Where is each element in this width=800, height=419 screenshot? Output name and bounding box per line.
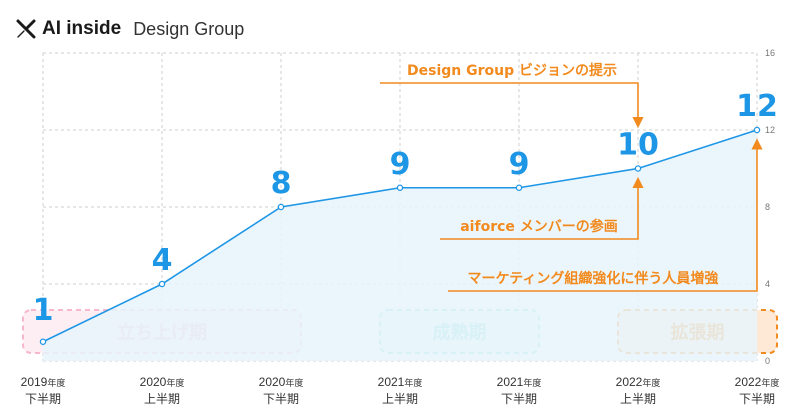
annotation-text: Design Group ビジョンの提示 bbox=[407, 63, 617, 79]
data-label: 9 bbox=[509, 147, 530, 182]
x-tick-half: 下半期 bbox=[501, 392, 537, 406]
x-tick-year: 2021年度 bbox=[378, 375, 423, 389]
y-tick-label: 16 bbox=[765, 48, 775, 58]
x-axis: 2019年度下半期2020年度上半期2020年度下半期2021年度上半期2021… bbox=[21, 375, 780, 406]
data-point bbox=[277, 203, 285, 211]
annotation-arrow bbox=[448, 138, 763, 292]
data-label: 8 bbox=[271, 166, 292, 201]
x-tick-year: 2022年度 bbox=[735, 375, 780, 389]
x-tick-year: 2020年度 bbox=[259, 375, 304, 389]
chart-value-labels: 1 4 8 9 9 10 12 bbox=[33, 89, 778, 328]
x-logo-icon bbox=[16, 19, 36, 39]
x-tick-year: 2020年度 bbox=[140, 375, 185, 389]
y-tick-label: 12 bbox=[765, 125, 775, 135]
data-point bbox=[515, 184, 523, 191]
chart-annotations: Design Group ビジョンの提示 aiforce メンバーの参画マーケティ… bbox=[380, 63, 763, 292]
x-tick-half: 下半期 bbox=[739, 392, 775, 406]
data-point bbox=[634, 165, 642, 172]
brand-subtitle: Design Group bbox=[133, 18, 245, 39]
x-tick-year: 2021年度 bbox=[497, 375, 542, 389]
y-axis: 0 4 8 12 16 bbox=[765, 48, 775, 366]
annotation-vision: Design Group ビジョンの提示 bbox=[380, 63, 644, 129]
x-tick-year: 2019年度 bbox=[21, 375, 66, 389]
data-point bbox=[396, 184, 404, 191]
x-tick-half: 上半期 bbox=[144, 392, 180, 406]
annotation-text: マーケティング組織強化に伴う人員増強 bbox=[468, 270, 719, 287]
y-tick-label: 8 bbox=[765, 202, 770, 212]
brand-company: AI inside bbox=[42, 18, 122, 39]
x-tick-half: 下半期 bbox=[25, 392, 61, 406]
series-area bbox=[43, 130, 757, 361]
data-point bbox=[39, 338, 47, 345]
data-point bbox=[158, 280, 166, 288]
x-tick-half: 上半期 bbox=[620, 392, 656, 406]
data-label: 10 bbox=[617, 128, 659, 163]
x-tick-year: 2022年度 bbox=[616, 375, 661, 389]
annotation-marketing: マーケティング組織強化に伴う人員増強 bbox=[448, 138, 763, 292]
data-point bbox=[753, 126, 761, 134]
data-label: 4 bbox=[152, 243, 173, 278]
y-tick-label: 4 bbox=[765, 279, 770, 289]
data-label: 1 bbox=[33, 293, 54, 328]
annotation-arrow bbox=[440, 176, 644, 240]
brand-header: AI inside Design Group bbox=[16, 18, 244, 40]
annotation-aiforce: aiforce メンバーの参画 bbox=[440, 176, 644, 240]
x-tick-half: 下半期 bbox=[263, 392, 299, 406]
chart-points bbox=[39, 126, 761, 345]
data-label: 12 bbox=[736, 89, 778, 124]
y-tick-label: 0 bbox=[765, 356, 770, 366]
data-label: 9 bbox=[390, 147, 411, 182]
annotation-arrow bbox=[380, 82, 644, 129]
annotation-text: aiforce メンバーの参画 bbox=[460, 218, 618, 235]
x-tick-half: 上半期 bbox=[382, 392, 418, 406]
